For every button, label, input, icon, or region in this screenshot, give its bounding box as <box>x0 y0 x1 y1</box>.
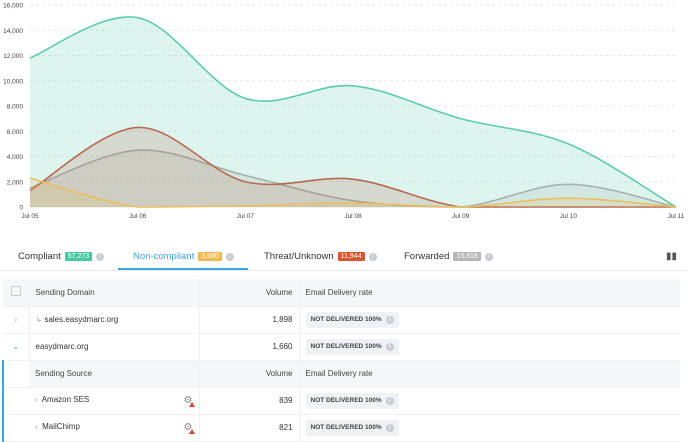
header-sending-domain[interactable]: Sending Domain <box>29 279 200 307</box>
delivery-rate-badge: NOT DELIVERED 100% i <box>305 338 399 355</box>
info-icon[interactable]: i <box>225 252 234 261</box>
tab-label: Non-compliant <box>133 251 195 262</box>
chevron-right-icon[interactable]: › <box>3 306 30 334</box>
header-delivery-rate[interactable]: Email Delivery rate <box>299 360 680 388</box>
info-icon[interactable]: i <box>385 342 394 351</box>
table-row[interactable]: ⌄ easydmarc.org 1,660 NOT DELIVERED 100%… <box>3 333 680 361</box>
line-forwarded <box>29 149 677 208</box>
info-icon[interactable]: i <box>385 423 394 432</box>
delivery-rate-badge: NOT DELIVERED 100% i <box>305 392 399 409</box>
delivery-rate-text: NOT DELIVERED 100% <box>310 316 382 323</box>
area-noncompliant <box>30 177 676 207</box>
volume-area-chart: 0 2,000 4,000 6,000 8,000 10,000 12,000 14,000 1… <box>3 3 685 221</box>
header-volume[interactable]: Volume <box>199 360 300 388</box>
active-tab-indicator <box>118 268 248 270</box>
line-noncompliant <box>29 177 677 208</box>
tab-threat-unknown[interactable]: Threat/Unknown 11,944 i <box>264 251 377 262</box>
y-tick-label: 16,000 <box>3 3 23 10</box>
x-tick-label: Jul 05 <box>21 213 39 220</box>
x-tick-label: Jul 08 <box>344 213 362 220</box>
tab-non-compliant[interactable]: Non-compliant 3,680 i <box>133 251 234 262</box>
y-tick-label: 10,000 <box>3 78 23 85</box>
delivery-rate-text: NOT DELIVERED 100% <box>310 424 382 431</box>
domains-table: Sending Domain Volume Email Delivery rat… <box>2 279 680 442</box>
x-tick-label: Jul 07 <box>237 213 255 220</box>
volume: 1,660 <box>199 333 300 361</box>
delivery-rate-badge: NOT DELIVERED 100% i <box>305 419 399 436</box>
tab-label: Compliant <box>18 251 61 262</box>
header-volume[interactable]: Volume <box>199 279 300 307</box>
delivery-rate-text: NOT DELIVERED 100% <box>310 397 382 404</box>
y-tick-label: 4,000 <box>7 154 24 161</box>
area-forwarded <box>30 150 676 207</box>
count-badge: 10,818 <box>453 252 481 261</box>
header-sending-source[interactable]: Sending Source <box>29 360 200 388</box>
x-tick-label: Jul 09 <box>452 213 470 220</box>
chevron-down-icon[interactable]: ⌄ <box>3 333 30 361</box>
count-badge: 57,273 <box>64 252 93 261</box>
y-tick-label: 6,000 <box>7 129 24 136</box>
gear-warning-icon[interactable]: ⚙ <box>183 395 195 407</box>
domain-name: easydmarc.org <box>29 333 200 361</box>
y-tick-label: 2,000 <box>7 179 24 186</box>
line-threat <box>29 126 676 208</box>
subdomain-arrow-icon: ↳ <box>35 315 43 324</box>
delivery-rate-badge: NOT DELIVERED 100% i <box>305 311 399 328</box>
delivery-rate-text: NOT DELIVERED 100% <box>310 343 382 350</box>
info-icon[interactable]: i <box>385 396 394 405</box>
info-icon[interactable]: i <box>368 252 377 261</box>
table-row[interactable]: › ↳ sales.easydmarc.org 1,898 NOT DELIVE… <box>3 306 680 334</box>
info-icon[interactable]: i <box>96 252 105 261</box>
gear-warning-icon[interactable]: ⚙ <box>183 422 195 434</box>
volume: 839 <box>199 387 300 415</box>
y-tick-label: 8,000 <box>7 104 24 111</box>
table-header: Sending Domain Volume Email Delivery rat… <box>3 279 680 307</box>
tab-label: Threat/Unknown <box>264 251 334 262</box>
chevron-right-icon[interactable]: › <box>35 395 38 404</box>
tab-compliant[interactable]: Compliant 57,273 i <box>18 251 105 262</box>
source-name: MailChimp <box>42 422 80 431</box>
count-badge: 3,680 <box>198 252 222 261</box>
count-badge: 11,944 <box>337 252 365 261</box>
domain-name: sales.easydmarc.org <box>44 315 119 324</box>
x-tick-label: Jul 10 <box>560 213 578 220</box>
source-name: Amazon SES <box>41 395 90 404</box>
y-tick-label: 14,000 <box>3 28 23 35</box>
tab-label: Forwarded <box>404 251 450 262</box>
info-icon[interactable]: i <box>385 315 394 324</box>
column-settings-icon[interactable]: ▮▮ <box>666 251 678 262</box>
line-compliant <box>29 16 677 208</box>
volume: 1,898 <box>199 306 300 334</box>
table-row[interactable]: › Amazon SES ⚙ 839 NOT DELIVERED 100% i <box>2 387 680 415</box>
info-icon[interactable]: i <box>484 252 493 261</box>
y-tick-label: 12,000 <box>3 53 23 60</box>
tabs: Compliant 57,273 i Non-compliant 3,680 i Thr… <box>0 243 688 271</box>
sub-table-header: Sending Source Volume Email Delivery rat… <box>2 360 680 388</box>
header-delivery-rate[interactable]: Email Delivery rate <box>299 279 680 307</box>
tab-forwarded[interactable]: Forwarded 10,818 i <box>404 251 493 262</box>
area-threat <box>30 127 676 207</box>
chevron-right-icon[interactable]: › <box>35 422 38 431</box>
expand-all-icon[interactable] <box>10 286 21 297</box>
x-tick-label: Jul 06 <box>129 213 147 220</box>
y-tick-label: 0 <box>19 205 23 212</box>
x-tick-label: Jul 11 <box>668 213 685 220</box>
